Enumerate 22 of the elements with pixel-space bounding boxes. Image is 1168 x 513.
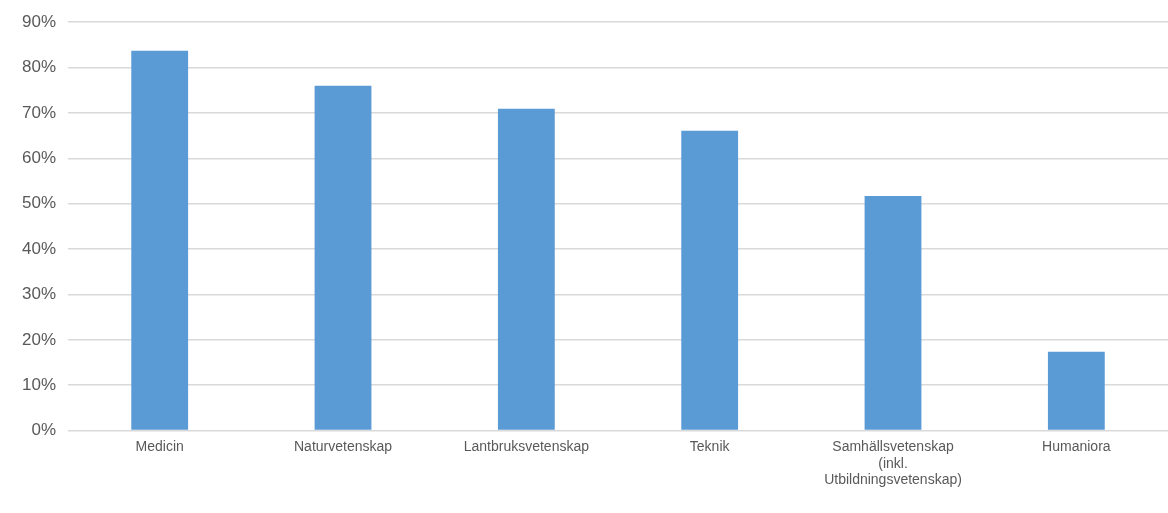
y-tick-label: 90%: [21, 11, 57, 31]
y-tick-label: 50%: [21, 193, 57, 213]
bar: [497, 108, 555, 430]
x-tick-label: Lantbruksvetenskap: [463, 437, 590, 454]
y-tick-label: 70%: [21, 102, 57, 122]
bar: [131, 50, 189, 430]
y-tick-label: 30%: [21, 284, 57, 304]
bar: [1047, 351, 1105, 430]
x-tick-label: Samhällsvetenskap (inkl. Utbildningsvetenskap): [824, 437, 962, 488]
bar: [314, 85, 372, 430]
y-tick-label: 60%: [21, 148, 57, 168]
bar: [681, 130, 739, 430]
x-tick-label: Humaniora: [1042, 437, 1111, 454]
y-tick-label: 20%: [21, 329, 57, 349]
y-tick-label: 10%: [21, 374, 57, 394]
y-tick-label: 0%: [31, 420, 57, 440]
y-tick-label: 40%: [21, 238, 57, 258]
x-tick-label: Medicin: [135, 437, 184, 454]
bar: [864, 196, 922, 430]
x-tick-label: Naturvetenskap: [293, 437, 393, 454]
x-tick-label: Teknik: [689, 437, 731, 454]
y-tick-label: 80%: [21, 57, 57, 77]
